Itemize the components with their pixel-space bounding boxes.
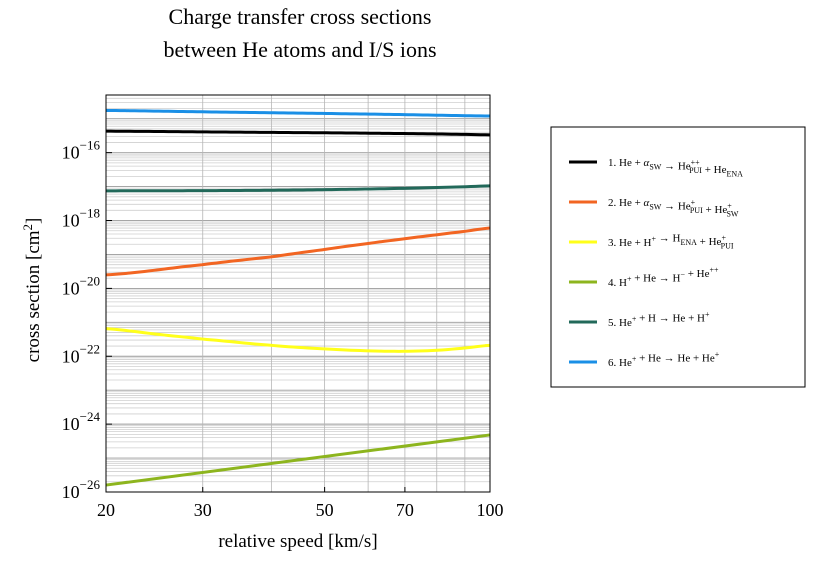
y-tick-base: 10 [62,143,80,163]
series-line-5 [105,184,491,193]
x-axis-label: relative speed [km/s] [218,531,377,552]
y-tick-base: 10 [62,278,80,298]
legend-label-5: 5. He+ + H → He + H+ [608,310,710,329]
series-line-1 [105,129,491,137]
legend-label-1: 1. He + αSW → He++ PUI + HeENA [608,157,743,179]
legend-label-3: 3. He + H+ → HENA + He+ PUI [608,233,734,251]
y-tick-base: 10 [62,211,80,231]
legend-label-6: 6. He+ + He → He + He+ [608,350,720,369]
legend-box [550,126,806,388]
y-tick-exponent: −24 [80,409,101,424]
series-line-6 [105,108,491,118]
y-tick-exponent: −18 [80,206,100,221]
y-tick-label: 10−16 [62,138,101,163]
x-axis-ticks: 20 30 50 70 100 [97,487,504,520]
y-tick-base: 10 [62,346,80,366]
y-tick-label: 10−22 [62,341,100,366]
y-tick-exponent: −20 [80,273,100,288]
legend: 1. He + αSW → He++ PUI + HeENA 2. He + αSW… [550,126,806,388]
series-line-3 [105,327,491,353]
y-tick-label: 10−26 [62,477,101,502]
x-tick-label: 70 [396,500,414,520]
chart-title: Charge transfer cross sections between H… [163,4,436,62]
y-axis-label: cross section [cm2] [20,218,44,363]
x-tick-label: 100 [477,500,504,520]
y-tick-label: 10−20 [62,273,100,298]
legend-label-2: 2. He + αSW → He+ PUI + He+ SW [608,197,739,219]
legend-label-4: 4. H+ + He → H− + He++ [608,266,719,290]
y-tick-label: 10−24 [62,409,101,434]
y-tick-label: 10−18 [62,206,100,231]
x-tick-label: 30 [194,500,212,520]
x-tick-label: 50 [316,500,334,520]
grid [105,94,491,493]
y-axis-label-text: cross section [cm [23,230,44,362]
y-tick-exponent: −16 [80,138,101,153]
series-line-2 [105,226,491,277]
series-line-4 [105,433,491,487]
y-tick-base: 10 [62,414,80,434]
y-axis-label-exponent: 2 [20,224,35,231]
chart-title-line-1: Charge transfer cross sections [169,4,432,29]
y-tick-exponent: −22 [80,341,100,356]
y-tick-base: 10 [62,482,80,502]
plot-frame [105,94,491,493]
series-lines [105,108,491,487]
y-tick-exponent: −26 [80,477,101,492]
x-tick-label: 20 [97,500,115,520]
y-axis-label-close: ] [23,218,44,224]
chart-title-line-2: between He atoms and I/S ions [163,37,436,62]
